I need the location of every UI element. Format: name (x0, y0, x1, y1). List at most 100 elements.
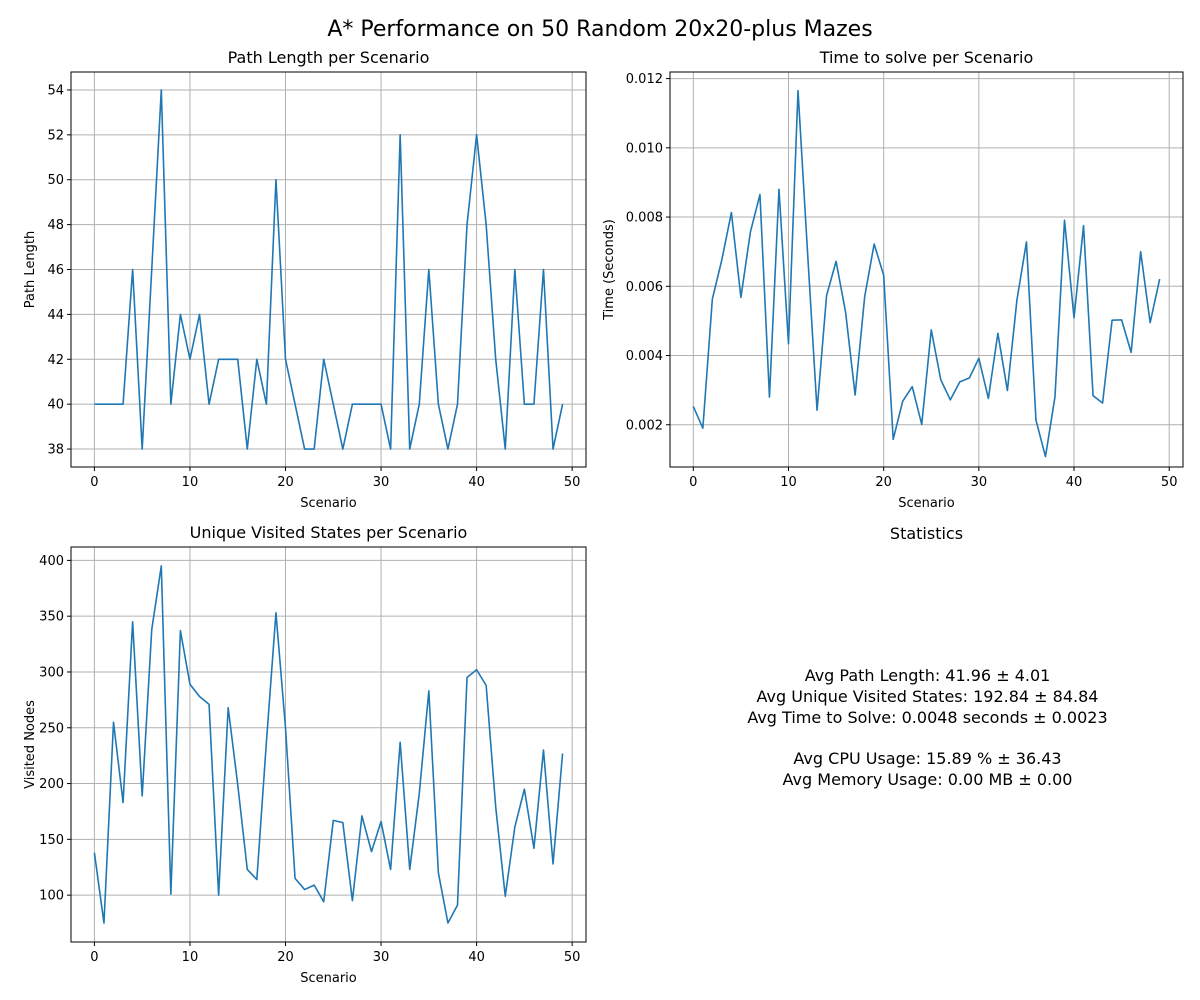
data-point (456, 904, 458, 906)
x-tick-label: 50 (1161, 475, 1178, 490)
chart-1: 0 10 20 30 40 50 38 40 42 44 46 48 50 52 54 Path Length… (23, 48, 587, 511)
data-point (428, 690, 430, 692)
chart-title: Time to solve per Scenario (819, 48, 1034, 67)
data-point (495, 358, 497, 360)
data-point (1064, 219, 1066, 221)
y-tick-label: 0.010 (626, 141, 663, 156)
data-point (787, 343, 789, 345)
y-tick-label: 150 (39, 833, 64, 848)
data-point (179, 313, 181, 315)
data-point (93, 403, 95, 405)
data-point (275, 179, 277, 181)
data-point (218, 894, 220, 896)
data-point (533, 847, 535, 849)
x-tick-label: 20 (875, 475, 892, 490)
data-point (1159, 278, 1161, 280)
y-tick-label: 300 (39, 665, 64, 680)
data-point (1054, 396, 1056, 398)
data-point (151, 629, 153, 631)
x-tick-label: 30 (373, 475, 390, 490)
data-point (294, 403, 296, 405)
data-point (351, 403, 353, 405)
chart-title: Unique Visited States per Scenario (190, 523, 468, 542)
data-point (730, 212, 732, 214)
y-tick-label: 0.002 (626, 418, 663, 433)
stat-avg-time-to-solve: Avg Time to Solve: 0.0048 seconds ± 0.00… (747, 708, 1108, 727)
data-point (390, 868, 392, 870)
x-tick-label: 0 (90, 950, 98, 965)
data-point (1140, 251, 1142, 253)
data-point (199, 696, 201, 698)
data-point (1083, 225, 1085, 227)
data-point (370, 851, 372, 853)
data-point (562, 403, 564, 405)
x-tick-label: 0 (90, 475, 98, 490)
x-axis-label: Scenario (300, 496, 357, 511)
data-point (304, 889, 306, 891)
data-point (997, 332, 999, 334)
data-point (864, 296, 866, 298)
data-point (170, 403, 172, 405)
charts-group: 0 10 20 30 40 50 38 40 42 44 46 48 50 52 54 Path Length… (23, 48, 1184, 986)
x-tick-label: 10 (182, 950, 199, 965)
data-point (141, 795, 143, 797)
data-point (189, 358, 191, 360)
data-point (797, 90, 799, 92)
y-axis-label: Path Length (23, 231, 38, 309)
data-point (132, 621, 134, 623)
x-tick-label: 40 (1066, 475, 1083, 490)
y-tick-label: 0.008 (626, 211, 663, 226)
data-point (978, 357, 980, 359)
stat-spacer (640, 728, 1200, 748)
data-point (332, 819, 334, 821)
data-point (437, 872, 439, 874)
chart-3: 0 10 20 30 40 50 100 150 200 250 300 350 400 Unique V… (23, 523, 587, 986)
data-point (437, 403, 439, 405)
data-point (930, 329, 932, 331)
data-point (189, 683, 191, 685)
data-point (418, 403, 420, 405)
x-axis-label: Scenario (898, 496, 955, 511)
data-point (495, 806, 497, 808)
x-axis-label: Scenario (300, 971, 357, 986)
x-tick-label: 30 (971, 475, 988, 490)
data-point (514, 826, 516, 828)
y-tick-label: 0.006 (626, 280, 663, 295)
data-point (332, 403, 334, 405)
data-point (447, 448, 449, 450)
y-tick-label: 42 (47, 353, 64, 368)
data-point (816, 409, 818, 411)
data-point (807, 251, 809, 253)
data-point (749, 231, 751, 233)
y-tick-label: 50 (47, 173, 64, 188)
data-point (711, 298, 713, 300)
y-tick-label: 100 (39, 889, 64, 904)
data-point (122, 403, 124, 405)
data-point (237, 358, 239, 360)
y-tick-label: 0.012 (626, 72, 663, 87)
y-tick-label: 52 (47, 128, 64, 143)
data-point (256, 879, 258, 881)
y-tick-label: 40 (47, 398, 64, 413)
data-point (246, 448, 248, 450)
axes-frame (70, 546, 587, 943)
statistics-title: Statistics (890, 524, 963, 543)
x-tick-label: 50 (564, 475, 581, 490)
data-point (911, 386, 913, 388)
chart-title: Path Length per Scenario (228, 48, 430, 67)
x-tick-label: 40 (468, 475, 485, 490)
data-point (351, 900, 353, 902)
series-line (692, 89, 1161, 458)
data-point (304, 448, 306, 450)
data-point (151, 269, 153, 271)
data-point (285, 358, 287, 360)
data-point (1092, 395, 1094, 397)
data-point (227, 707, 229, 709)
stat-avg-unique-visited: Avg Unique Visited States: 192.84 ± 84.8… (756, 687, 1099, 706)
y-tick-label: 38 (47, 443, 64, 458)
data-point (179, 630, 181, 632)
data-point (113, 721, 115, 723)
data-point (892, 438, 894, 440)
data-point (227, 358, 229, 360)
data-point (456, 403, 458, 405)
